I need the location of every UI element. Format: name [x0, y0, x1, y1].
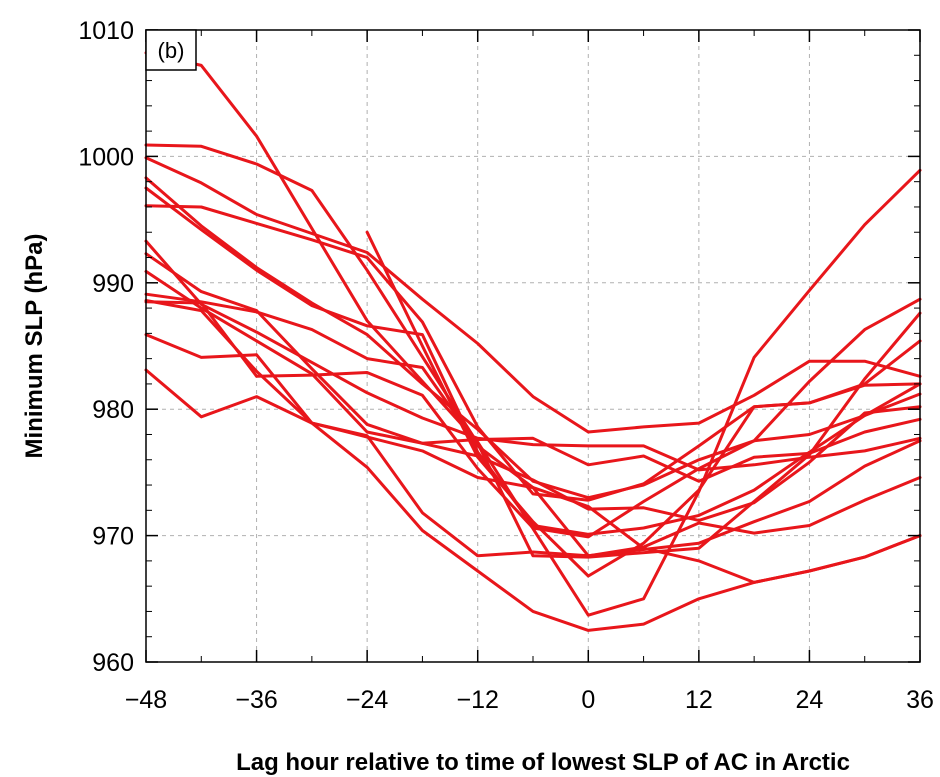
y-axis-title: Minimum SLP (hPa): [21, 234, 48, 459]
series-line-13: [144, 333, 922, 558]
y-tick-label: 970: [92, 523, 134, 551]
series-line-6: [144, 186, 922, 536]
series-line-9: [144, 252, 922, 483]
series-line-1: [144, 51, 922, 617]
tick-labels: −48 −36 −24 −12 0 12 24 36 960 970 980 990 1000 1010: [78, 17, 934, 714]
x-tick-label: −24: [346, 686, 389, 714]
y-tick-label: 1000: [78, 143, 134, 171]
panel-label-box: (b): [145, 29, 197, 71]
x-tick-label: 0: [581, 686, 595, 714]
y-tick-label: 980: [92, 396, 134, 424]
x-tick-label: −36: [235, 686, 277, 714]
x-tick-label: 12: [685, 686, 713, 714]
series-line-8: [144, 239, 922, 472]
series-lines: [144, 51, 922, 632]
panel-label-frame: [145, 29, 197, 71]
series-line-10: [144, 269, 922, 522]
x-tick-label: 24: [796, 686, 824, 714]
x-tick-label: −48: [125, 686, 167, 714]
x-tick-label: −12: [457, 686, 499, 714]
y-tick-label: 960: [92, 649, 134, 677]
x-axis-title: Lag hour relative to time of lowest SLP …: [236, 749, 850, 776]
x-tick-label: 36: [906, 686, 934, 714]
series-line-3: [144, 156, 922, 434]
panel-label: (b): [158, 38, 185, 63]
y-tick-label: 1010: [78, 17, 134, 45]
series-line-15: [144, 299, 922, 632]
y-tick-label: 990: [92, 270, 134, 298]
